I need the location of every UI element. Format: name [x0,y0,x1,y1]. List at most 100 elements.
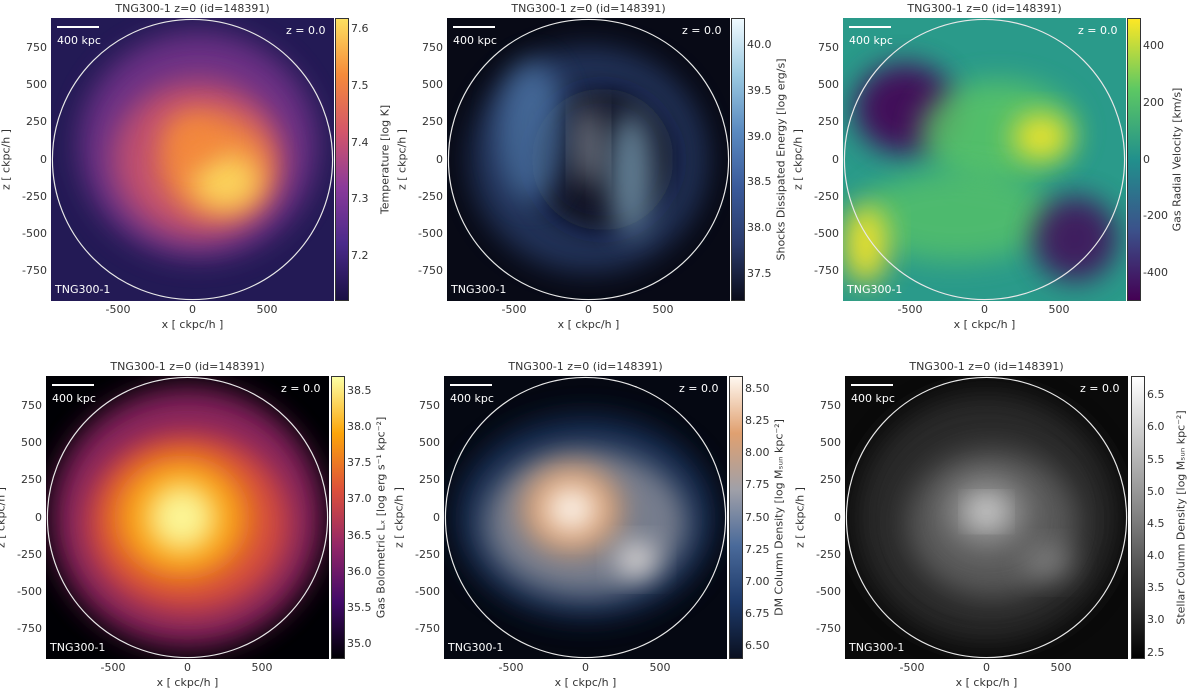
y-tick-label: 750 [818,40,839,54]
x-tick-label: -500 [501,303,527,316]
colorbar-label: Temperature [log K] [378,104,392,214]
heatmap-image [444,376,727,659]
scale-bar-label: 400 kpc [57,34,101,47]
x-axis-label: x [ ckpc/h ] [161,318,224,331]
scale-bar-label: 400 kpc [453,34,497,47]
x-tick-label: 500 [652,303,674,316]
y-tick-label: 500 [419,436,440,450]
virial-radius-circle [447,18,730,301]
y-axis-label: z [ ckpc/h ] [0,487,8,548]
emission-region [164,111,221,163]
redshift-label: z = 0.0 [286,24,326,37]
virial-radius-circle [843,18,1126,301]
y-tick-label: 750 [419,398,440,412]
x-axis-label: x [ ckpc/h ] [953,318,1016,331]
colorbar-tick-label: 37.0 [347,492,372,506]
colorbar-tick-label: 38.5 [347,383,372,397]
heatmap-image [843,18,1126,301]
colorbar-tick-label: 36.5 [347,528,372,542]
colorbar-tick-label: 0 [1143,152,1150,166]
x-tick-label: 500 [1048,303,1070,316]
colorbar-tick-label: 5.5 [1147,452,1165,466]
y-tick-label: -250 [17,547,42,561]
y-tick-label: 250 [818,115,839,129]
colorbar-tick-label: 6.50 [745,639,770,653]
x-tick-label: 0 [981,303,988,316]
y-tick-label: 0 [436,152,443,166]
emission-region [616,542,657,577]
x-tick-label: -500 [899,661,925,674]
y-tick-label: 750 [26,40,47,54]
x-axis-label: x [ ckpc/h ] [557,318,620,331]
emission-region [577,102,600,188]
y-tick-label: 250 [422,115,443,129]
colorbar-tick-label: 3.0 [1147,613,1165,627]
y-axis-label: z [ ckpc/h ] [0,128,13,190]
y-axis-label: z [ ckpc/h ] [791,128,805,190]
x-tick-label: -500 [105,303,131,316]
colorbar-tick-label: 36.0 [347,564,372,578]
redshift-label: z = 0.0 [1078,24,1118,37]
y-tick-label: -500 [418,226,443,240]
colorbar-label: DM Column Density [log Mₛᵤₙ kpc⁻²] [772,418,786,616]
colorbar-tick-label: 8.25 [745,414,770,428]
panel-title: TNG300-1 z=0 (id=148391) [909,360,1064,373]
redshift-label: z = 0.0 [682,24,722,37]
y-tick-label: 750 [21,398,42,412]
virial-radius-circle [51,18,334,301]
heatmap-image [845,376,1128,659]
y-tick-label: 750 [820,398,841,412]
colorbar-tick-label: 7.00 [745,574,770,588]
x-tick-label: 500 [251,661,273,674]
x-tick-label: -500 [498,661,524,674]
y-tick-label: -500 [415,584,440,598]
virial-radius-circle [444,376,727,659]
colorbar-tick-label: 7.75 [745,478,770,492]
panel-title: TNG300-1 z=0 (id=148391) [110,360,265,373]
simulation-label: TNG300-1 [849,641,905,654]
colorbar-tick-label: 39.0 [747,129,772,143]
colorbar-tick-label: 38.0 [747,220,772,234]
virial-radius-circle [845,376,1128,659]
y-tick-label: 500 [818,78,839,92]
y-tick-label: 250 [26,115,47,129]
y-tick-label: 0 [35,510,42,524]
colorbar-tick-label: 7.6 [351,22,369,36]
simulation-label: TNG300-1 [50,641,106,654]
x-axis-label: x [ ckpc/h ] [955,676,1018,689]
y-tick-label: 500 [21,436,42,450]
x-tick-label: 0 [983,661,990,674]
colorbar-tick-label: -400 [1143,265,1168,279]
y-tick-label: -750 [816,622,841,636]
scale-bar-label: 400 kpc [851,392,895,405]
colorbar-tick-label: 39.5 [747,84,772,98]
colorbar [1127,18,1141,301]
colorbar-tick-label: 5.0 [1147,484,1165,498]
y-tick-label: -750 [22,264,47,278]
panel-title: TNG300-1 z=0 (id=148391) [907,2,1062,15]
x-tick-label: 0 [184,661,191,674]
colorbar-tick-label: 7.25 [745,542,770,556]
emission-region [545,486,597,532]
colorbar-tick-label: 3.5 [1147,581,1165,595]
y-tick-label: -500 [814,226,839,240]
colorbar-tick-label: 37.5 [347,456,372,470]
heatmap-image [447,18,730,301]
y-tick-label: -750 [415,622,440,636]
y-tick-label: 250 [21,473,42,487]
y-tick-label: -250 [816,547,841,561]
colorbar-tick-label: 4.5 [1147,516,1165,530]
scale-bar-label: 400 kpc [849,34,893,47]
y-tick-label: 500 [820,436,841,450]
simulation-label: TNG300-1 [55,283,111,296]
scale-bar [52,384,94,386]
emission-region [608,111,654,236]
emission-region [857,170,1056,262]
colorbar [331,376,345,659]
y-tick-label: 0 [834,510,841,524]
y-tick-label: -250 [415,547,440,561]
panel-title: TNG300-1 z=0 (id=148391) [115,2,270,15]
emission-region [192,153,261,211]
colorbar-tick-label: 7.3 [351,192,369,206]
scale-bar [57,26,99,28]
